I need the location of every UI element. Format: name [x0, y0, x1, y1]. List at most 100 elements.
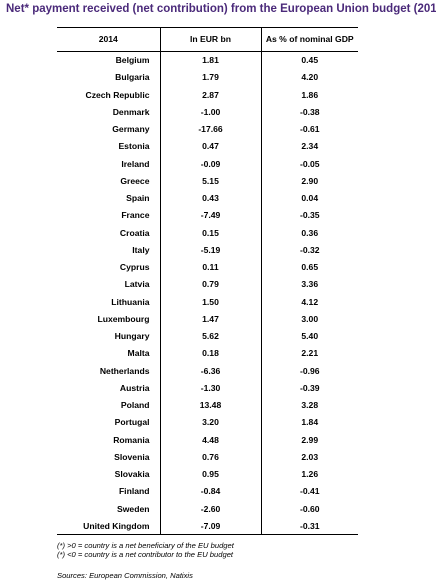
- eur-bn-cell: -0.09: [159, 155, 262, 173]
- country-cell: Sweden: [117, 503, 150, 514]
- pct-gdp-cell: -0.41: [299, 486, 320, 497]
- table-row: Netherlands -6.36 -0.96: [57, 362, 358, 380]
- table-row: Estonia 0.47 2.34: [57, 137, 358, 155]
- eur-bn-cell: 3.20: [159, 413, 262, 431]
- country-cell: Greece: [120, 175, 150, 186]
- country-cell: Finland: [118, 486, 150, 497]
- pct-gdp-cell: 4.12: [301, 296, 319, 307]
- table-row: Latvia 0.79 3.36: [57, 275, 358, 293]
- country-cell: Czech Republic: [85, 89, 150, 100]
- table-row: Luxembourg 1.47 3.00: [57, 310, 358, 328]
- country-cell: Belgium: [115, 55, 150, 66]
- pct-gdp-cell: 3.00: [301, 313, 319, 324]
- country-cell: Ireland: [121, 158, 150, 169]
- country-cell: Malta: [127, 348, 150, 359]
- country-cell: Estonia: [118, 141, 150, 152]
- table-row: Romania 4.48 2.99: [57, 431, 358, 449]
- page-title: Net* payment received (net contribution)…: [6, 3, 436, 15]
- eur-bn-cell: -0.84: [159, 482, 262, 500]
- pct-gdp-cell: -0.05: [299, 158, 320, 169]
- pct-gdp-cell: 1.84: [301, 417, 319, 428]
- eur-bn-cell: 5.62: [159, 327, 262, 345]
- table-row: Austria -1.30 -0.39: [57, 379, 358, 397]
- table-row: Czech Republic 2.87 1.86: [57, 86, 358, 104]
- eur-bn-cell: -5.19: [159, 241, 262, 259]
- pct-gdp-cell: 2.21: [301, 348, 319, 359]
- country-cell: Lithuania: [111, 296, 150, 307]
- eur-bn-cell: 1.50: [159, 293, 262, 311]
- table-row: Malta 0.18 2.21: [57, 344, 358, 362]
- pct-gdp-cell: 2.99: [301, 434, 319, 445]
- pct-gdp-cell: -0.61: [299, 124, 320, 135]
- eur-bn-cell: 0.11: [159, 258, 262, 276]
- eur-bn-cell: 0.76: [159, 448, 262, 466]
- footnotes: (*) >0 = country is a net beneficiary of…: [57, 541, 234, 559]
- pct-gdp-cell: 2.34: [301, 141, 319, 152]
- pct-gdp-cell: 3.36: [301, 279, 319, 290]
- eur-bn-cell: 4.48: [159, 431, 262, 449]
- footnote-beneficiary: (*) >0 = country is a net beneficiary of…: [57, 541, 234, 550]
- eur-bn-cell: 5.15: [159, 172, 262, 190]
- table-row: Lithuania 1.50 4.12: [57, 293, 358, 311]
- country-cell: Slovenia: [114, 451, 150, 462]
- eur-bn-cell: 0.15: [159, 224, 262, 242]
- table-row: France -7.49 -0.35: [57, 206, 358, 224]
- table-row: Denmark -1.00 -0.38: [57, 103, 358, 121]
- table-row: Germany -17.66 -0.61: [57, 120, 358, 138]
- table-row: Sweden -2.60 -0.60: [57, 500, 358, 518]
- eur-bn-cell: -7.49: [159, 206, 262, 224]
- pct-gdp-cell: 0.36: [301, 227, 319, 238]
- header-year: 2014: [57, 27, 160, 52]
- eur-bn-cell: 1.79: [159, 68, 262, 86]
- country-cell: Romania: [113, 434, 150, 445]
- eur-bn-cell: 0.43: [159, 189, 262, 207]
- country-cell: United Kingdom: [57, 517, 160, 536]
- eur-bn-cell: -1.00: [159, 103, 262, 121]
- country-cell: Cyprus: [119, 262, 150, 273]
- table-body: Belgium 1.81 0.45 Bulgaria 1.79 4.20 Czech Rep…: [57, 51, 358, 536]
- table-row: Finland -0.84 -0.41: [57, 482, 358, 500]
- pct-gdp-cell: 0.04: [301, 193, 319, 204]
- eur-bn-cell: -17.66: [159, 120, 262, 138]
- country-cell: Germany: [112, 124, 150, 135]
- pct-gdp-cell: 1.26: [301, 469, 319, 480]
- eur-bn-cell: 0.47: [159, 137, 262, 155]
- eur-bn-cell: 0.18: [159, 344, 262, 362]
- pct-gdp-cell: -0.31: [261, 517, 358, 536]
- country-cell: Bulgaria: [115, 72, 150, 83]
- eur-bn-cell: -6.36: [159, 362, 262, 380]
- table-header-row: 2014 In EUR bn As % of nominal GDP: [57, 27, 358, 52]
- country-cell: Slovakia: [114, 469, 150, 480]
- table-row: Slovenia 0.76 2.03: [57, 448, 358, 466]
- table-row: Bulgaria 1.79 4.20: [57, 68, 358, 86]
- header-pct-gdp: As % of nominal GDP: [261, 27, 358, 52]
- pct-gdp-cell: -0.39: [299, 382, 320, 393]
- pct-gdp-cell: 0.65: [301, 262, 319, 273]
- pct-gdp-cell: 5.40: [301, 331, 319, 342]
- pct-gdp-cell: 2.03: [301, 451, 319, 462]
- eur-bn-cell: 1.47: [159, 310, 262, 328]
- country-cell: Croatia: [119, 227, 150, 238]
- header-eur-bn: In EUR bn: [159, 27, 262, 52]
- pct-gdp-cell: -0.32: [299, 244, 320, 255]
- table-row: Portugal 3.20 1.84: [57, 413, 358, 431]
- country-cell: Italy: [132, 244, 150, 255]
- eur-bn-cell: 13.48: [159, 396, 262, 414]
- eur-bn-cell: 1.81: [159, 51, 262, 69]
- pct-gdp-cell: 4.20: [301, 72, 319, 83]
- country-cell: Spain: [126, 193, 150, 204]
- country-cell: Hungary: [114, 331, 150, 342]
- pct-gdp-cell: -0.60: [299, 503, 320, 514]
- country-cell: Latvia: [124, 279, 150, 290]
- pct-gdp-cell: -0.96: [299, 365, 320, 376]
- footnote-contributor: (*) <0 = country is a net contributor to…: [57, 550, 234, 559]
- table-row: Belgium 1.81 0.45: [57, 51, 358, 69]
- pct-gdp-cell: 2.90: [301, 175, 319, 186]
- table-row: Italy -5.19 -0.32: [57, 241, 358, 259]
- eur-bn-cell: 0.95: [159, 465, 262, 483]
- pct-gdp-cell: 0.45: [301, 55, 319, 66]
- pct-gdp-cell: 3.28: [301, 400, 319, 411]
- table-row: Ireland -0.09 -0.05: [57, 155, 358, 173]
- table-row: Spain 0.43 0.04: [57, 189, 358, 207]
- table-row: United Kingdom -7.09 -0.31: [57, 517, 358, 536]
